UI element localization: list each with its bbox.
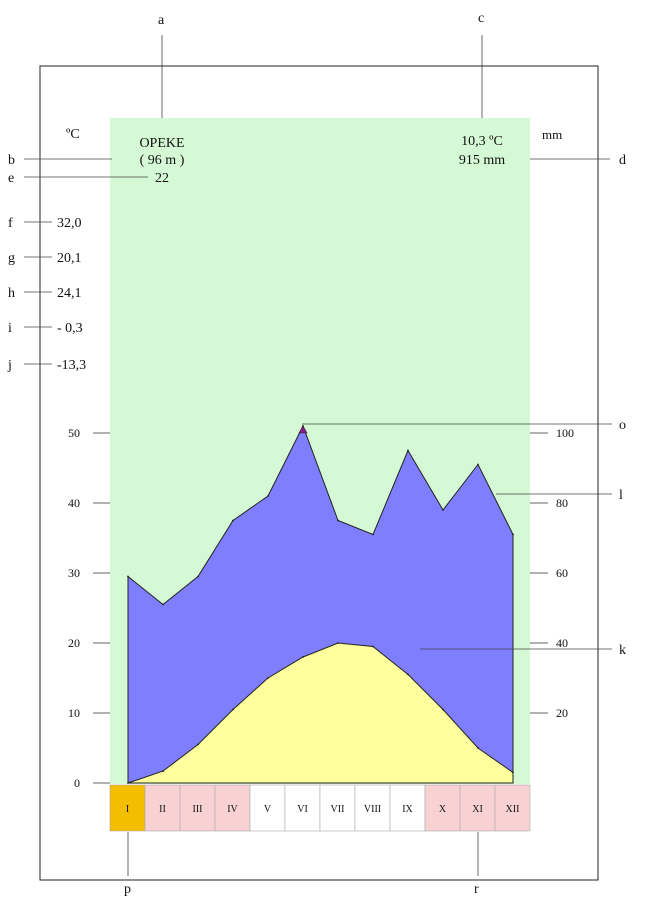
precip-point-XII [512,533,514,536]
callout-b: b [8,153,15,168]
precip-point-VII [337,519,339,522]
precip-point-VIII [372,533,374,536]
precip-point-IX [407,449,409,452]
month-label-VII: VII [331,804,345,815]
data-areas [127,424,514,784]
temp-point-II [162,770,164,772]
temp-tick-label-40: 40 [68,496,80,510]
callout-p: p [124,882,131,897]
precip-tick-label-60: 60 [556,566,568,580]
station-altitude: ( 96 m ) [140,153,185,168]
callout-d: d [619,153,626,168]
month-cell-II [144,784,181,832]
callout-lines [24,35,612,876]
month-label-V: V [264,804,272,815]
month-label-XII: XII [506,804,520,815]
temp-point-VII [337,642,339,644]
precip-tick-label-40: 40 [556,636,568,650]
temp-tick-label-30: 30 [68,566,80,580]
temperature-stats: f 32,0 g 20,1 h 24,1 i - 0,3 j -13,3 [7,216,86,373]
precip-point-I [127,575,129,578]
callout-h: h [8,286,15,301]
precip-tick-label-20: 20 [556,706,568,720]
stat-value-f: 32,0 [57,216,82,231]
precip-tick-label-100: 100 [556,426,574,440]
temp-tick-label-20: 20 [68,636,80,650]
month-cell-V [249,784,286,832]
callout-k: k [619,643,626,658]
precip-tick-label-80: 80 [556,496,568,510]
precip-point-XI [477,463,479,466]
month-label-IX: IX [402,804,413,815]
temp-unit: ºC [66,127,80,142]
temp-tick-label-0: 0 [74,776,80,790]
precip-point-III [197,575,199,578]
month-cell-III [179,784,216,832]
callout-f: f [8,216,13,231]
temp-point-III [197,743,199,746]
precip-peak-marker [298,425,308,434]
temperature-area [127,642,514,784]
callout-o: o [619,418,626,433]
observation-years: 22 [155,171,169,186]
month-label-XI: XI [472,804,483,815]
month-cell-XI [459,784,496,832]
precip-point-X [442,509,444,511]
month-cell-IV [214,784,251,832]
temp-point-IV [232,708,234,711]
temp-point-I [127,782,129,784]
precip-point-V [267,495,269,497]
stat-value-i: - 0,3 [57,321,83,336]
month-cell-VIII [354,784,391,832]
callout-a: a [158,13,165,28]
stat-value-g: 20,1 [57,251,82,266]
month-label-X: X [439,804,447,815]
month-band: I II III IV V VI VII VIII IX X XI XII [109,784,531,832]
callout-e: e [8,171,14,186]
stat-value-j: -13,3 [57,358,86,373]
precip-point-II [162,603,164,606]
month-label-III: III [193,804,203,815]
annual-precip: 915 mm [459,153,505,168]
stat-value-h: 24,1 [57,286,82,301]
month-cell-I [109,784,146,832]
precip-unit: mm [542,127,562,142]
callout-g: g [8,251,15,266]
month-label-I: I [126,804,129,815]
temp-point-IX [407,673,409,676]
temp-point-XII [512,771,514,774]
temp-tick-label-10: 10 [68,706,80,720]
callout-c: c [478,11,484,26]
month-label-IV: IV [227,804,238,815]
mean-annual-temp: 10,3 ºC [461,134,503,149]
month-cell-VI [284,784,321,832]
month-cell-XII [494,784,531,832]
temp-point-VI [302,656,304,658]
month-label-VI: VI [297,804,308,815]
axes: 0 10 20 30 40 50 20 40 60 80 100 [68,426,574,790]
outer-frame [39,65,599,881]
temp-point-X [442,708,444,711]
callout-r: r [474,882,479,897]
station-name: OPEKE [139,136,184,151]
temp-point-VIII [372,645,374,648]
callout-l: l [619,488,623,503]
callout-j: j [7,358,12,373]
temp-point-XI [477,747,479,749]
month-cell-VII [319,784,356,832]
precip-point-VI [302,425,304,427]
temp-point-V [267,677,269,679]
month-label-VIII: VIII [364,804,381,815]
month-cell-IX [389,784,426,832]
temp-tick-label-50: 50 [68,426,80,440]
month-label-II: II [159,804,166,815]
precip-point-IV [232,519,234,522]
month-cell-X [424,784,461,832]
callout-i: i [8,321,12,336]
